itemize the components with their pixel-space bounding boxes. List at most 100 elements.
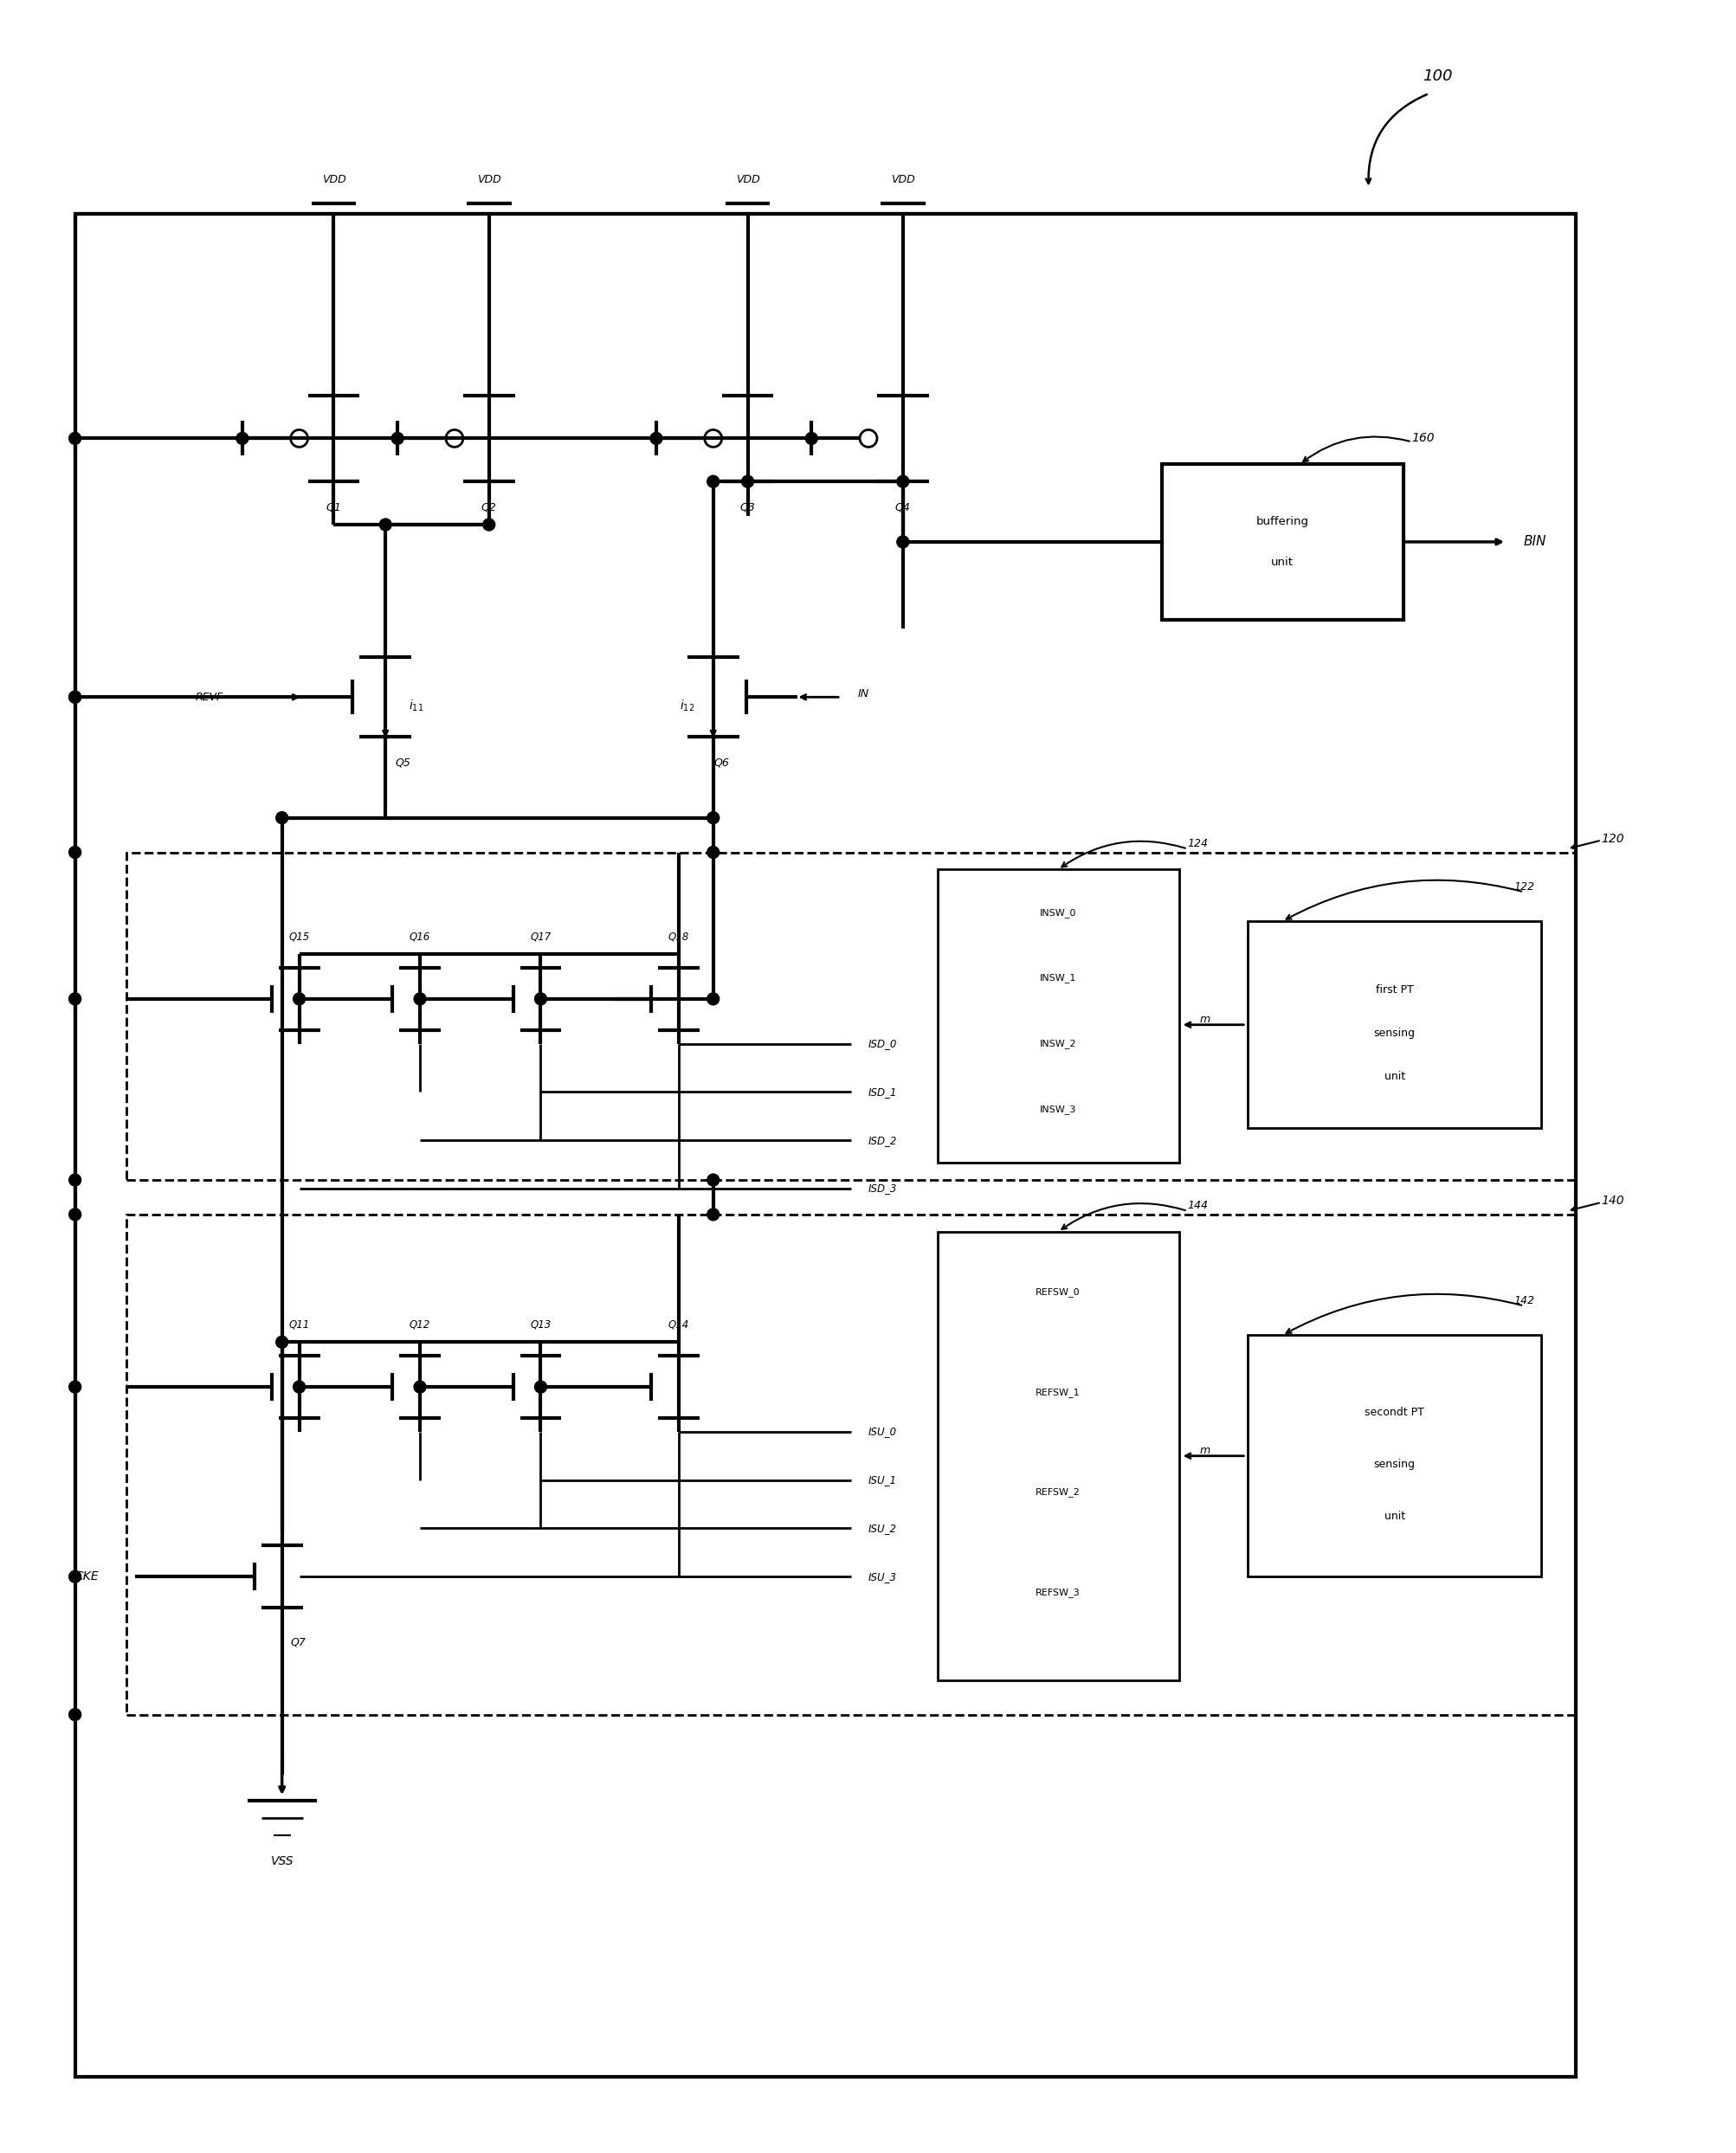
Text: Q6: Q6 xyxy=(713,758,729,769)
Text: Q2: Q2 xyxy=(481,502,496,512)
Text: 144: 144 xyxy=(1187,1199,1208,1212)
Text: 160: 160 xyxy=(1411,433,1434,444)
Circle shape xyxy=(707,1173,719,1186)
Text: 100: 100 xyxy=(1422,69,1451,84)
Text: REFSW_2: REFSW_2 xyxy=(1035,1488,1080,1496)
Circle shape xyxy=(707,812,719,825)
Bar xyxy=(937,870,1179,1163)
Text: Q12: Q12 xyxy=(410,1320,431,1331)
Text: VDD: VDD xyxy=(736,174,759,185)
Text: Q15: Q15 xyxy=(288,932,309,943)
Text: INSW_0: INSW_0 xyxy=(1040,909,1076,917)
Text: 120: 120 xyxy=(1601,833,1623,844)
Text: Q13: Q13 xyxy=(529,1320,550,1331)
Circle shape xyxy=(649,433,661,444)
Text: INSW_1: INSW_1 xyxy=(1040,973,1076,984)
Circle shape xyxy=(413,993,425,1005)
Circle shape xyxy=(69,691,82,704)
Text: sensing: sensing xyxy=(1373,1460,1415,1470)
Text: Q3: Q3 xyxy=(740,502,755,512)
Circle shape xyxy=(896,536,908,547)
Bar xyxy=(937,1232,1179,1679)
Circle shape xyxy=(707,1208,719,1221)
Text: Q17: Q17 xyxy=(529,932,550,943)
Text: VSS: VSS xyxy=(271,1856,293,1867)
Text: INSW_3: INSW_3 xyxy=(1040,1104,1076,1113)
Circle shape xyxy=(69,846,82,859)
Text: unit: unit xyxy=(1384,1511,1404,1522)
Text: VDD: VDD xyxy=(477,174,500,185)
Text: unit: unit xyxy=(1384,1070,1404,1083)
Text: ISU_0: ISU_0 xyxy=(868,1425,896,1438)
Text: REFSW_3: REFSW_3 xyxy=(1035,1587,1080,1598)
Circle shape xyxy=(236,433,248,444)
Text: unit: unit xyxy=(1271,558,1293,568)
Bar xyxy=(1246,1335,1540,1576)
Text: 122: 122 xyxy=(1512,881,1533,893)
Circle shape xyxy=(69,1173,82,1186)
Text: m: m xyxy=(1200,1445,1210,1455)
Bar xyxy=(75,213,1575,2078)
Text: Q4: Q4 xyxy=(894,502,910,512)
Text: 124: 124 xyxy=(1187,838,1208,848)
Text: sensing: sensing xyxy=(1373,1027,1415,1040)
Circle shape xyxy=(293,1380,306,1393)
Circle shape xyxy=(391,433,403,444)
Text: INSW_2: INSW_2 xyxy=(1040,1040,1076,1049)
Text: ISD_2: ISD_2 xyxy=(868,1135,898,1145)
Text: REVF: REVF xyxy=(196,691,224,702)
Circle shape xyxy=(69,1709,82,1720)
Circle shape xyxy=(707,476,719,487)
Text: Q1: Q1 xyxy=(326,502,342,512)
Text: ISD_0: ISD_0 xyxy=(868,1038,898,1049)
Circle shape xyxy=(69,691,82,704)
Bar xyxy=(127,1214,1575,1714)
Circle shape xyxy=(69,1208,82,1221)
Text: 140: 140 xyxy=(1601,1195,1623,1206)
Circle shape xyxy=(707,993,719,1005)
Text: IN: IN xyxy=(858,689,870,700)
Text: Q16: Q16 xyxy=(410,932,431,943)
Circle shape xyxy=(293,993,306,1005)
Text: ISU_2: ISU_2 xyxy=(868,1522,896,1533)
Text: first PT: first PT xyxy=(1375,984,1413,997)
Text: BIN: BIN xyxy=(1522,536,1547,549)
Text: Q18: Q18 xyxy=(668,932,689,943)
Text: 142: 142 xyxy=(1512,1296,1533,1307)
Circle shape xyxy=(378,519,391,530)
Text: buffering: buffering xyxy=(1255,515,1309,527)
Text: CKE: CKE xyxy=(75,1570,99,1582)
Circle shape xyxy=(276,1337,288,1348)
Circle shape xyxy=(806,433,818,444)
Text: Q14: Q14 xyxy=(668,1320,689,1331)
Text: Q5: Q5 xyxy=(394,758,410,769)
Text: Q7: Q7 xyxy=(290,1636,306,1647)
Text: ISD_1: ISD_1 xyxy=(868,1087,898,1098)
Text: Q11: Q11 xyxy=(288,1320,309,1331)
Circle shape xyxy=(535,993,547,1005)
Text: $i_{11}$: $i_{11}$ xyxy=(410,698,424,713)
Circle shape xyxy=(483,519,495,530)
Text: m: m xyxy=(1200,1014,1210,1025)
Text: VDD: VDD xyxy=(891,174,915,185)
Circle shape xyxy=(413,1380,425,1393)
Text: ISU_3: ISU_3 xyxy=(868,1572,896,1582)
Circle shape xyxy=(69,433,82,444)
Text: $i_{12}$: $i_{12}$ xyxy=(679,698,694,713)
Circle shape xyxy=(69,993,82,1005)
Text: ISU_1: ISU_1 xyxy=(868,1475,896,1486)
Text: ISD_3: ISD_3 xyxy=(868,1182,898,1195)
Circle shape xyxy=(896,476,908,487)
Bar xyxy=(1161,465,1403,620)
Circle shape xyxy=(69,1570,82,1582)
Circle shape xyxy=(741,476,753,487)
Text: secondt PT: secondt PT xyxy=(1364,1408,1424,1419)
Circle shape xyxy=(707,846,719,859)
Bar xyxy=(1246,921,1540,1128)
Text: REFSW_1: REFSW_1 xyxy=(1035,1387,1080,1397)
Circle shape xyxy=(276,812,288,825)
Circle shape xyxy=(535,1380,547,1393)
Text: REFSW_0: REFSW_0 xyxy=(1035,1287,1080,1296)
Bar xyxy=(127,853,1575,1180)
Text: VDD: VDD xyxy=(321,174,345,185)
